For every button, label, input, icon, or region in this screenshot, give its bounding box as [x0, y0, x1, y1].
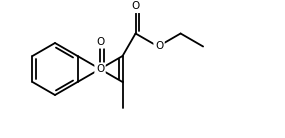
Text: O: O: [96, 64, 104, 74]
Text: O: O: [131, 2, 140, 11]
Text: O: O: [96, 37, 104, 47]
Text: O: O: [155, 42, 163, 51]
